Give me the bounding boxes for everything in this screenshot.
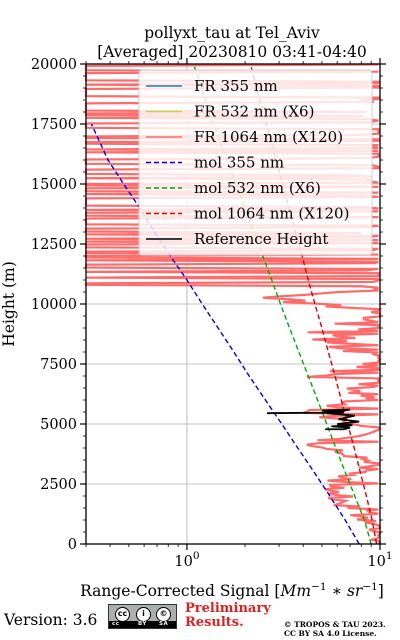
x-tick-label-1: 101	[367, 550, 392, 570]
copyright-line-1: © TROPOS & TAU 2023.	[284, 620, 386, 629]
y-tick-label-6: 15000	[31, 177, 77, 193]
x-axis-label-unit2: sr	[347, 582, 364, 600]
legend-entry-4: mol 532 nm (X6)	[194, 179, 321, 197]
copyright-line-2: CC BY SA 4.0 License.	[284, 629, 377, 638]
legend-box	[138, 69, 373, 256]
preliminary-line-2: Results.	[185, 615, 244, 630]
legend-entry-1: FR 532 nm (X6)	[194, 103, 314, 121]
sa-label: SA	[159, 621, 169, 627]
y-tick-label-1: 2500	[40, 477, 77, 493]
preliminary-line-1: Preliminary	[185, 601, 271, 616]
y-tick-label-5: 12500	[31, 237, 77, 253]
legend-entry-6: Reference Height	[194, 230, 328, 248]
y-tick-label-4: 10000	[31, 297, 77, 313]
preliminary-results-notice: Preliminary Results.	[185, 602, 271, 630]
attribution-icon: i	[136, 607, 151, 622]
lidar-profile-chart: 0 2500 5000 7500 10000 12500 15000 17500 20000 10…	[0, 24, 393, 600]
series-mol-1064-nm-x120--line	[249, 63, 378, 545]
legend-entry-5: mol 1064 nm (X120)	[194, 205, 349, 223]
y-tick-label-8: 20000	[31, 57, 77, 73]
cc-license-strip: cc BY SA	[109, 621, 176, 628]
series-mol-355-nm-line	[90, 123, 360, 545]
copyright-notice: © TROPOS & TAU 2023. CC BY SA 4.0 Licens…	[284, 620, 386, 638]
y-axis-label: Height (m)	[0, 261, 18, 347]
share-alike-icon: ©	[156, 607, 171, 622]
legend: FR 355 nm FR 532 nm (X6) FR 1064 nm (X120)…	[138, 69, 373, 256]
x-tick-label-0: 100	[174, 550, 199, 570]
chart-title-line-1: pollyxt_tau at Tel_Aviv	[144, 24, 320, 42]
version-label: Version: 3.6	[4, 611, 98, 629]
x-axis-label-exp1: −1	[311, 581, 326, 593]
cc-by-sa-badge[interactable]: cc i © cc BY SA	[108, 604, 177, 629]
chart-title-line-2: [Averaged] 20230810 03:41-04:40	[97, 43, 367, 61]
x-axis-label-exp2: −1	[362, 581, 377, 593]
x-axis-label: Range-Corrected Signal [Mm−1 ∗ sr−1]	[80, 581, 384, 600]
tick-layer: 0 2500 5000 7500 10000 12500 15000 17500 20000 10…	[31, 57, 393, 570]
x-axis-label-unit: Mm	[279, 582, 311, 600]
y-tick-label-3: 7500	[40, 357, 77, 373]
legend-entry-3: mol 355 nm	[194, 154, 284, 172]
x-axis-label-suffix: ]	[378, 582, 384, 600]
cc-icon: cc	[115, 607, 130, 622]
legend-entry-2: FR 1064 nm (X120)	[194, 128, 343, 146]
x-axis-label-mid: ∗	[327, 582, 347, 600]
y-tick-label-7: 17500	[31, 117, 77, 133]
y-tick-label-2: 5000	[40, 417, 77, 433]
by-label: BY	[138, 621, 147, 627]
cc-label: cc	[112, 621, 120, 627]
y-tick-label-0: 0	[68, 537, 77, 553]
legend-entry-0: FR 355 nm	[194, 77, 278, 95]
x-axis-label-prefix: Range-Corrected Signal [	[80, 582, 280, 600]
series-reference-height-line	[267, 408, 360, 431]
